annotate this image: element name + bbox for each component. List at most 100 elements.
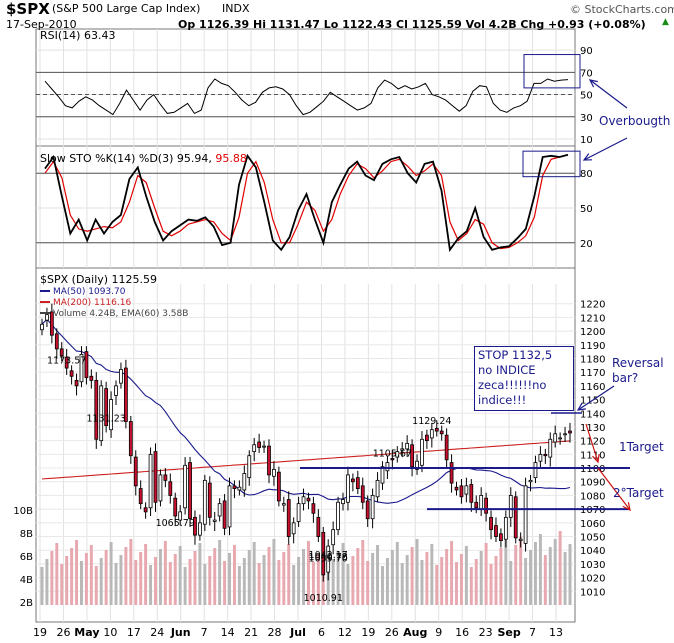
candle-body [49, 311, 54, 336]
candle-body [518, 538, 523, 542]
candle-body [563, 433, 567, 436]
reversal-annotation: Reversal bar? [612, 356, 664, 385]
volume-bar [55, 543, 59, 605]
volume-bar [213, 548, 217, 605]
candle-body [434, 427, 439, 432]
candle-body [257, 441, 262, 448]
x-tick-label: 23 [479, 626, 493, 639]
candle-body [217, 503, 222, 517]
volume-bar [188, 559, 192, 605]
candle-body [128, 421, 133, 457]
volume-bar [292, 565, 296, 605]
rsi-title: RSI(14) 63.43 [40, 29, 115, 42]
candle-body [360, 485, 365, 503]
x-tick-label: 10 [103, 626, 117, 639]
volume-bar [479, 551, 483, 605]
candle-body [193, 516, 197, 536]
candle-body [158, 474, 163, 502]
candle-body [114, 385, 118, 396]
volume-bar [277, 560, 281, 605]
volume-bar [154, 557, 157, 605]
candle-body [311, 503, 316, 514]
volume-bar [198, 543, 202, 605]
sto-d-line [44, 154, 569, 250]
volume-bar [356, 548, 360, 605]
candle-body [533, 462, 538, 479]
volume-bar [435, 565, 439, 605]
reversal-arrow-head [576, 402, 586, 411]
candle-body [252, 444, 257, 453]
volume-bar [242, 558, 246, 605]
price-y-tick-label: 1150 [580, 396, 605, 407]
volume-bar [232, 545, 236, 605]
candle-body [247, 455, 252, 479]
candle-body [375, 479, 380, 498]
candle-body [385, 462, 390, 472]
volume-bar [538, 534, 542, 605]
x-tick-label: 12 [338, 626, 352, 639]
volume-bar [70, 548, 74, 605]
price-title: $SPX (Daily) 1125.59 [40, 273, 157, 286]
volume-bar [257, 563, 261, 605]
sto-title: Slow STO %K(14) %D(3) 95.94, 95.88 [40, 152, 247, 165]
sto-y-tick-label: 20 [580, 239, 593, 250]
volume-bar [282, 552, 286, 605]
volume-bar [129, 539, 133, 605]
volume-bar [272, 539, 276, 605]
candle-body [341, 499, 345, 505]
candle-body [350, 478, 355, 483]
volume-bar [203, 564, 207, 605]
price-y-tick-label: 1070 [580, 505, 605, 516]
volume-bar [331, 559, 335, 605]
candle-body [558, 437, 563, 440]
candle-body [276, 471, 281, 502]
index-name: (S&P 500 Large Cap Index) [52, 2, 201, 15]
ma50-line [41, 318, 571, 504]
overbought-annotation: Overbougth [599, 114, 671, 128]
volume-bar [376, 545, 380, 605]
candle-body [469, 484, 474, 503]
candle-body [242, 473, 247, 491]
volume-bar [144, 544, 148, 605]
volume-bar [346, 564, 350, 605]
candle-body [153, 451, 158, 503]
volume-bar [94, 566, 98, 605]
candle-body [301, 496, 306, 505]
volume-bar [84, 553, 88, 605]
volume-bar [149, 565, 153, 605]
volume-bar [351, 556, 355, 605]
price-point-label: 1042.17 [309, 550, 348, 561]
candle-body [499, 533, 503, 542]
target2-annotation: 2°Target [613, 486, 664, 500]
candle-body [119, 369, 123, 384]
candle-body [395, 451, 400, 458]
volume-bar [420, 560, 424, 605]
candle-body [124, 367, 128, 422]
candle-body [420, 438, 424, 466]
candle-body [138, 488, 143, 505]
candle-body [459, 485, 464, 498]
volume-bar [568, 544, 572, 605]
candle-body [69, 370, 74, 377]
volume-bar [533, 542, 537, 605]
volume-bar [514, 545, 518, 605]
volume-bar [563, 552, 567, 605]
target2-arrow [597, 467, 631, 511]
candle-body [74, 379, 79, 387]
overbought-arrow-rsi [589, 79, 628, 109]
volume-bar [163, 541, 167, 605]
candle-body [99, 385, 104, 442]
exchange-label: INDX [222, 2, 250, 15]
target1-annotation: 1Target [619, 440, 664, 454]
candle-body [449, 462, 454, 484]
price-y-tick-label: 1130 [580, 423, 605, 434]
volume-bar [252, 542, 256, 605]
x-tick-label: May [74, 626, 99, 639]
volume-bar [302, 549, 306, 605]
candle-body [425, 434, 429, 442]
price-y-tick-label: 1160 [580, 382, 605, 393]
candle-body [390, 458, 395, 461]
candle-body [429, 429, 434, 439]
price-y-tick-label: 1170 [580, 368, 605, 379]
volume-bar [114, 563, 118, 605]
